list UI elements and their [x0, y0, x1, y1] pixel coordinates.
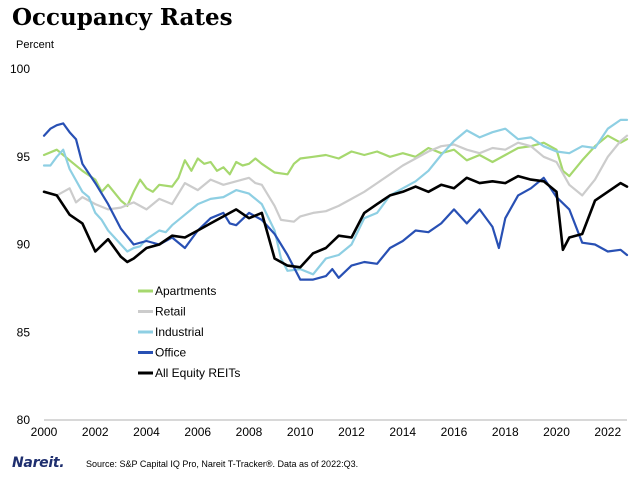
series-line-office	[42, 122, 629, 281]
legend-label: Retail	[155, 305, 186, 319]
chart-title: Occupancy Rates	[12, 4, 233, 31]
legend-label: All Equity REITs	[155, 366, 240, 380]
x-tick-label: 2008	[236, 425, 263, 439]
source-note: Source: S&P Capital IQ Pro, Nareit T-Tra…	[86, 459, 359, 469]
x-tick-label: 2020	[543, 425, 570, 439]
legend-label: Industrial	[155, 325, 204, 339]
y-tick-label: 100	[10, 62, 30, 76]
y-tick-label: 90	[17, 238, 31, 252]
x-tick-label: 2022	[594, 425, 621, 439]
series-lines	[42, 118, 629, 281]
series-line-retail	[42, 134, 629, 223]
x-tick-label: 2014	[389, 425, 416, 439]
y-axis-label: Percent	[16, 39, 54, 51]
x-tick-label: 2012	[338, 425, 365, 439]
x-tick-label: 2010	[287, 425, 314, 439]
x-axis-ticks: 2000 2002 2004 2006 2008 2010 2012 2014 2016 2018…	[31, 425, 622, 439]
x-tick-label: 2000	[31, 425, 58, 439]
y-tick-label: 80	[17, 413, 31, 427]
x-tick-label: 2004	[133, 425, 160, 439]
legend-label: Office	[155, 346, 186, 360]
nareit-logo: Nareit.	[12, 455, 65, 471]
series-line-apartments	[42, 134, 629, 207]
x-tick-label: 2006	[184, 425, 211, 439]
x-tick-label: 2002	[82, 425, 109, 439]
x-tick-label: 2016	[441, 425, 468, 439]
legend: Apartments Retail Industrial Office All Equi…	[138, 284, 240, 380]
x-tick-label: 2018	[492, 425, 519, 439]
y-axis-ticks: 80 85 90 95 100	[10, 62, 30, 427]
legend-label: Apartments	[155, 284, 216, 298]
series-line-all-equity-reits	[42, 174, 629, 269]
series-line-industrial	[42, 118, 629, 276]
y-tick-label: 95	[17, 150, 31, 164]
y-tick-label: 85	[17, 325, 31, 339]
